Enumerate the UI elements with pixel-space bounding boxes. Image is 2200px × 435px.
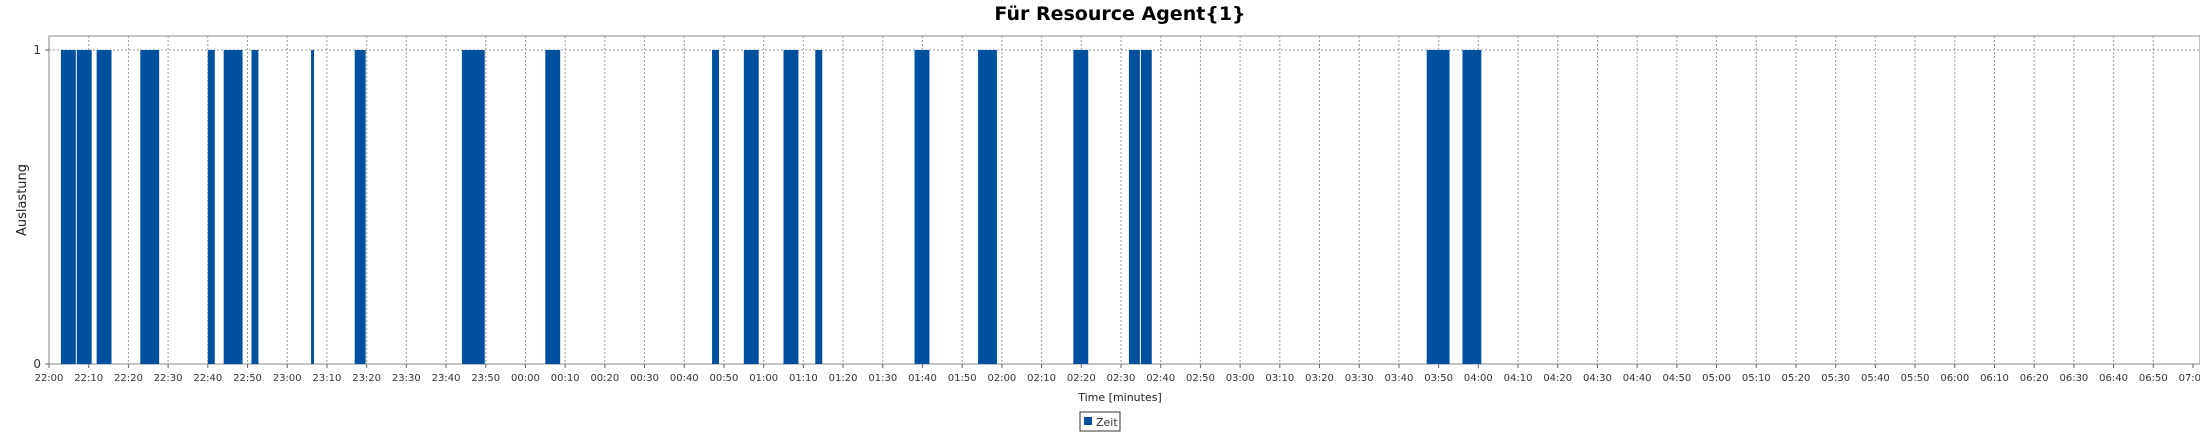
x-tick-label: 01:20 xyxy=(829,373,858,384)
bars xyxy=(60,50,1482,364)
bar xyxy=(207,50,215,364)
x-tick-label: 03:00 xyxy=(1226,373,1255,384)
y-axis-ticks: 01 xyxy=(33,43,49,371)
x-tick-label: 00:30 xyxy=(630,373,659,384)
x-tick-label: 05:00 xyxy=(1702,373,1731,384)
bar xyxy=(1140,50,1152,364)
bar xyxy=(251,50,259,364)
x-tick-label: 03:40 xyxy=(1385,373,1414,384)
bar xyxy=(1128,50,1140,364)
x-tick-label: 01:10 xyxy=(789,373,818,384)
bar xyxy=(1426,50,1450,364)
x-tick-label: 04:40 xyxy=(1623,373,1652,384)
x-tick-label: 22:00 xyxy=(35,373,64,384)
x-tick-label: 05:50 xyxy=(1901,373,1930,384)
x-tick-label: 22:20 xyxy=(114,373,143,384)
x-tick-label: 22:40 xyxy=(193,373,222,384)
legend: Zeit xyxy=(1079,411,1121,432)
x-axis-ticks: 22:00 22:10 22:20 22:30 22:40 22:50 23:00 23:10… xyxy=(35,364,2200,384)
x-tick-label: 06:00 xyxy=(1940,373,1969,384)
bar xyxy=(815,50,823,364)
y-tick-label: 0 xyxy=(33,357,41,371)
x-tick-label: 03:20 xyxy=(1305,373,1334,384)
x-tick-label: 07:00 xyxy=(2179,373,2200,384)
x-tick-label: 06:50 xyxy=(2139,373,2168,384)
x-tick-label: 23:50 xyxy=(471,373,500,384)
bar xyxy=(60,50,76,364)
x-tick-label: 01:40 xyxy=(908,373,937,384)
bar xyxy=(354,50,366,364)
x-tick-label: 00:00 xyxy=(511,373,540,384)
x-tick-label: 01:00 xyxy=(749,373,778,384)
x-tick-label: 06:10 xyxy=(1980,373,2009,384)
x-tick-label: 00:10 xyxy=(551,373,580,384)
bar xyxy=(783,50,799,364)
x-tick-label: 04:20 xyxy=(1543,373,1572,384)
bar xyxy=(545,50,561,364)
y-axis-label: Auslastung xyxy=(15,164,30,236)
legend-swatch xyxy=(1084,417,1092,425)
x-tick-label: 00:40 xyxy=(670,373,699,384)
x-tick-label: 22:10 xyxy=(74,373,103,384)
bar xyxy=(712,50,719,364)
x-tick-label: 05:40 xyxy=(1861,373,1890,384)
x-tick-label: 06:40 xyxy=(2099,373,2128,384)
x-tick-label: 03:50 xyxy=(1424,373,1453,384)
x-tick-label: 23:10 xyxy=(313,373,342,384)
bar xyxy=(461,50,485,364)
x-tick-label: 02:30 xyxy=(1107,373,1136,384)
legend-box xyxy=(1079,411,1121,432)
x-tick-label: 06:30 xyxy=(2059,373,2088,384)
x-tick-label: 23:40 xyxy=(432,373,461,384)
x-tick-label: 03:10 xyxy=(1265,373,1294,384)
x-tick-label: 04:50 xyxy=(1662,373,1691,384)
bar xyxy=(1073,50,1089,364)
x-tick-label: 22:50 xyxy=(233,373,262,384)
bar xyxy=(978,50,997,364)
legend-label: Zeit xyxy=(1096,416,1118,429)
x-tick-label: 00:20 xyxy=(590,373,619,384)
bar xyxy=(223,50,243,364)
x-tick-label: 04:00 xyxy=(1464,373,1493,384)
x-axis-label: Time [minutes] xyxy=(1077,391,1162,404)
y-tick-label: 1 xyxy=(33,43,41,57)
x-tick-label: 01:30 xyxy=(868,373,897,384)
x-tick-label: 03:30 xyxy=(1345,373,1374,384)
x-tick-label: 02:10 xyxy=(1027,373,1056,384)
x-tick-label: 05:30 xyxy=(1821,373,1850,384)
plot-area xyxy=(48,35,2200,365)
x-tick-label: 23:20 xyxy=(352,373,381,384)
bar xyxy=(96,50,112,364)
x-tick-label: 01:50 xyxy=(948,373,977,384)
bar xyxy=(914,50,930,364)
bar xyxy=(1462,50,1482,364)
x-tick-label: 04:10 xyxy=(1504,373,1533,384)
bar xyxy=(311,50,315,364)
chart-title: Für Resource Agent{1} xyxy=(994,3,1245,25)
x-tick-label: 05:10 xyxy=(1742,373,1771,384)
x-tick-label: 00:50 xyxy=(710,373,739,384)
x-tick-label: 23:00 xyxy=(273,373,302,384)
x-tick-label: 02:20 xyxy=(1067,373,1096,384)
x-tick-label: 02:40 xyxy=(1146,373,1175,384)
x-tick-label: 02:00 xyxy=(987,373,1016,384)
x-tick-label: 22:30 xyxy=(154,373,183,384)
x-tick-label: 04:30 xyxy=(1583,373,1612,384)
bar xyxy=(743,50,759,364)
bar xyxy=(76,50,92,364)
x-tick-label: 05:20 xyxy=(1782,373,1811,384)
x-tick-label: 02:50 xyxy=(1186,373,1215,384)
bar xyxy=(140,50,160,364)
x-tick-label: 23:30 xyxy=(392,373,421,384)
x-tick-label: 06:20 xyxy=(2020,373,2049,384)
